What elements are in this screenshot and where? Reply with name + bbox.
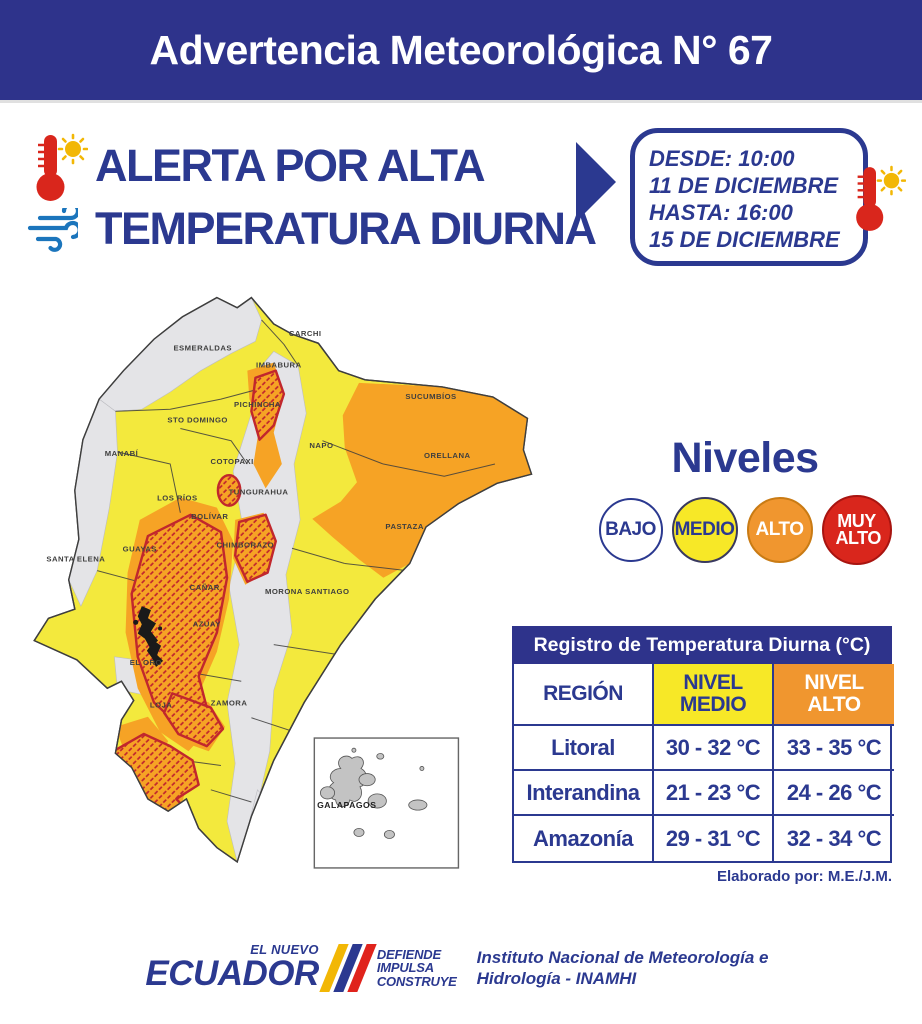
province-label-morona-santiago: MORONA SANTIAGO	[265, 587, 349, 596]
province-label-pastaza: PASTAZA	[385, 522, 423, 531]
page-title: Advertencia Meteorológica N° 67	[149, 26, 773, 73]
column-header-region: REGIÓN	[514, 664, 654, 726]
galapagos-label: GALAPAGOS	[317, 800, 376, 810]
logo-tagline-3: CONSTRUYE	[376, 973, 457, 989]
table-row-medio: 30 - 32 °C	[654, 726, 774, 771]
province-label-pichincha: PICHINCHA	[234, 400, 281, 409]
table-row-medio: 21 - 23 °C	[654, 771, 774, 816]
logo-ecuador: ECUADOR	[145, 954, 319, 993]
table-row-region: Interandina	[514, 771, 654, 816]
province-label-sucumbios: SUCUMBÍOS	[405, 392, 456, 401]
schedule-box: DESDE: 10:00 11 DE DICIEMBRE HASTA: 16:0…	[630, 128, 868, 266]
temperature-table: Registro de Temperatura Diurna (°C) REGI…	[512, 626, 894, 885]
table-row-region: Litoral	[514, 726, 654, 771]
arrow-right-icon	[576, 142, 616, 222]
alert-title-line2: TEMPERATURA DIURNA	[95, 203, 597, 254]
elaborated-by: Elaborado por: M.E./J.M.	[716, 868, 892, 885]
table-row-region: Amazonía	[514, 816, 654, 861]
province-label-napo: NAPO	[309, 441, 333, 450]
table-row-alto: 33 - 35 °C	[774, 726, 894, 771]
column-header-nivel-alto: NIVEL ALTO	[774, 664, 894, 726]
province-label-el-oro: EL ORO	[130, 658, 162, 667]
province-label-tungurahua: TUNGURAHUA	[229, 487, 289, 496]
galapagos-inset: GALAPAGOS	[313, 737, 460, 869]
table-row-alto: 24 - 26 °C	[774, 771, 894, 816]
mainland-outline	[33, 296, 533, 863]
province-label-guayas: GUAYAS	[123, 544, 157, 553]
column-header-nivel-medio: NIVEL MEDIO	[654, 664, 774, 726]
sun-icon	[57, 133, 88, 165]
wind-icon	[27, 208, 78, 252]
table-row-alto: 32 - 34 °C	[786, 825, 882, 851]
province-label-azuay: AZUAY	[193, 619, 222, 628]
province-label-esmeraldas: ESMERALDAS	[173, 343, 232, 352]
province-label-imbabura: IMBABURA	[256, 361, 302, 370]
level-badge-alto: ALTO	[746, 497, 813, 563]
logo-el-nuevo: EL NUEVO	[250, 942, 319, 957]
ecuador-warning-map: ESMERALDAS CARCHI IMBABURA PICHINCHA STO…	[33, 296, 533, 869]
province-label-orellana: ORELLANA	[424, 451, 470, 460]
province-label-manabi: MANABÍ	[105, 449, 139, 458]
province-label-bolivar: BOLÍVAR	[191, 512, 228, 521]
sun-icon	[876, 165, 906, 196]
alert-title-line1: ALERTA POR ALTA	[95, 140, 486, 191]
table-row-medio: 29 - 31 °C	[654, 816, 774, 861]
thermometer-sun-icon	[36, 133, 88, 201]
province-label-los-rios: LOS RÍOS	[157, 494, 197, 503]
province-label-loja: LOJA	[150, 701, 172, 710]
level-badge-muy-alto: MUY ALTO	[821, 495, 892, 565]
province-label-carchi: CARCHI	[289, 329, 322, 338]
logo-tagline-2: IMPULSA	[376, 960, 434, 976]
province-label-sto-domingo: STO DOMINGO	[167, 415, 228, 424]
levels-legend: Niveles BAJO MEDIO ALTO MUY ALTO	[578, 434, 912, 565]
province-label-zamora: ZAMORA	[211, 699, 248, 708]
province-label-cotopaxi: COTOPAXI	[211, 457, 254, 466]
schedule-desde: DESDE: 10:00	[649, 146, 795, 171]
logo-tagline-1: DEFIENDE	[376, 946, 441, 962]
province-label-canar: CAÑAR	[190, 583, 220, 592]
schedule-hasta: HASTA: 16:00	[649, 200, 793, 226]
levels-title: Niveles	[671, 434, 819, 482]
institute-name: Instituto Nacional de Meteorología e Hid…	[476, 947, 769, 988]
level-badge-bajo: BAJO	[598, 498, 663, 562]
schedule-desde-fecha: 11 DE DICIEMBRE	[649, 173, 839, 199]
level-badge-medio: MEDIO	[671, 497, 738, 563]
table-title: Registro de Temperatura Diurna (°C)	[512, 626, 892, 664]
el-nuevo-ecuador-logo: EL NUEVO ECUADOR DEFIENDE IMPULSA CONSTR…	[145, 942, 456, 994]
province-label-santa-elena: SANTA ELENA	[46, 554, 105, 563]
thermometer-sun-icon	[856, 165, 906, 231]
flag-stripes-icon	[319, 944, 377, 992]
province-labels: ESMERALDAS CARCHI IMBABURA PICHINCHA STO…	[46, 329, 470, 709]
banner: Advertencia Meteorológica N° 67	[0, 0, 922, 100]
province-label-chimborazo: CHIMBORAZO	[216, 540, 274, 549]
schedule-hasta-fecha: 15 DE DICIEMBRE	[649, 227, 840, 253]
footer: EL NUEVO ECUADOR DEFIENDE IMPULSA CONSTR…	[0, 942, 922, 994]
